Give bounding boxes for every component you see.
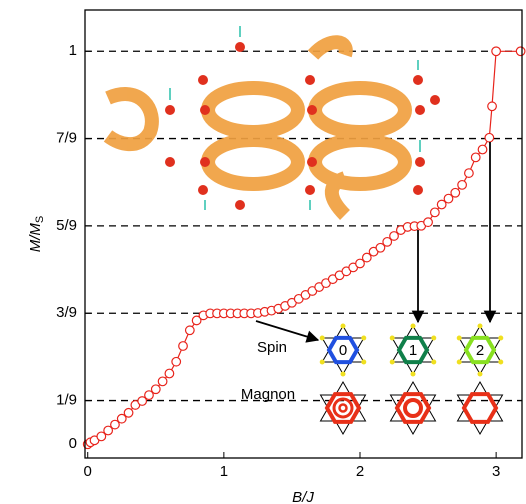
y-tick-label: 1	[69, 42, 77, 59]
data-point	[165, 369, 174, 378]
y-axis-label: M/MS	[27, 216, 46, 253]
x-tick-label: 3	[492, 463, 500, 480]
magnon-ring	[334, 399, 352, 417]
data-point	[424, 218, 433, 227]
x-axis-label: B/J	[292, 489, 314, 504]
spin-site	[390, 336, 395, 341]
data-point	[492, 47, 501, 56]
spin-site	[498, 360, 503, 365]
y-tick-label: 1/9	[56, 392, 77, 409]
spin-site	[411, 324, 416, 329]
magnon-label: Magnon	[241, 386, 295, 403]
spin-number: 0	[339, 342, 347, 359]
data-point	[431, 208, 440, 217]
spin-number: 2	[476, 342, 484, 359]
spin-site	[457, 360, 462, 365]
spin-site	[498, 336, 503, 341]
spin-site	[361, 360, 366, 365]
y-tick-label: 3/9	[56, 304, 77, 321]
spin-site	[478, 372, 483, 377]
spin-site	[320, 336, 325, 341]
spin-site	[361, 336, 366, 341]
data-point	[179, 342, 188, 351]
magnon-ring	[405, 400, 421, 416]
data-point	[465, 169, 474, 178]
y-label-main: M/M	[27, 223, 44, 253]
spin-number: 1	[409, 342, 417, 359]
x-tick-label: 0	[84, 463, 92, 480]
star-triangle	[458, 382, 503, 421]
spin-site	[411, 372, 416, 377]
data-point	[478, 145, 487, 154]
spin-site	[431, 336, 436, 341]
data-point	[488, 102, 497, 111]
data-point	[471, 153, 480, 162]
data-point	[172, 357, 181, 366]
y-tick-label: 5/9	[56, 217, 77, 234]
spin-site	[341, 372, 346, 377]
magnon-ring	[340, 405, 347, 412]
spin-site	[341, 324, 346, 329]
spin-site	[390, 360, 395, 365]
spin-site	[320, 360, 325, 365]
inset-hexagons: 0 1 2	[320, 324, 504, 435]
data-point	[158, 377, 167, 386]
data-point	[186, 326, 195, 335]
y-tick-label: 0	[69, 435, 77, 452]
page: {"chart_data": {"type": "line", "x_label…	[0, 0, 526, 504]
data-point	[451, 188, 460, 197]
spin-label: Spin	[257, 339, 287, 356]
star-triangle	[321, 382, 366, 421]
y-tick-label: 7/9	[56, 130, 77, 147]
x-tick-label: 2	[356, 463, 364, 480]
data-point	[485, 133, 494, 142]
data-point	[516, 47, 525, 56]
data-point	[458, 181, 467, 190]
data-point	[151, 385, 160, 394]
chart: 012 Spin Magnon B/J M/MS 01/93/95/97/910…	[0, 0, 526, 504]
lattice-illustration	[108, 26, 440, 215]
y-label-sub: S	[34, 216, 46, 223]
x-tick-label: 1	[220, 463, 228, 480]
spin-site	[431, 360, 436, 365]
spin-site	[457, 336, 462, 341]
data-point	[124, 409, 133, 418]
magnon-hexagon	[464, 394, 496, 422]
spin-site	[478, 324, 483, 329]
